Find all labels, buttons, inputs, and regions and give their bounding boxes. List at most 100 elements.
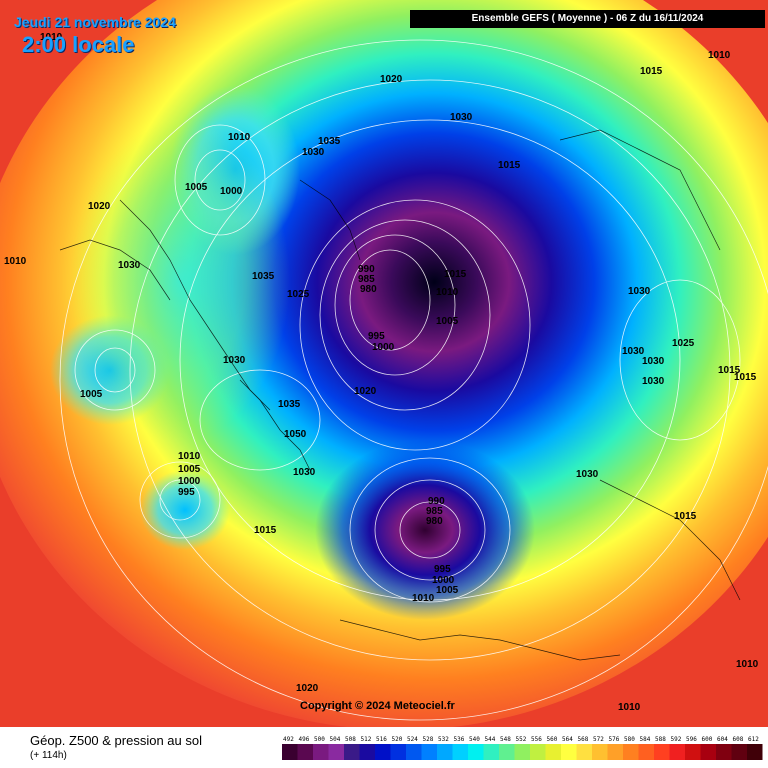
svg-text:1050: 1050 bbox=[284, 429, 307, 440]
legend-tick-560: 560 bbox=[547, 736, 558, 743]
legend-swatch-576 bbox=[607, 744, 623, 760]
svg-text:1010: 1010 bbox=[228, 132, 251, 143]
svg-text:1035: 1035 bbox=[318, 136, 341, 147]
legend-swatch-548 bbox=[499, 744, 515, 760]
svg-text:1035: 1035 bbox=[278, 399, 301, 410]
legend-swatch-592 bbox=[669, 744, 685, 760]
svg-text:1015: 1015 bbox=[640, 66, 663, 77]
svg-text:1015: 1015 bbox=[254, 525, 277, 536]
svg-text:1020: 1020 bbox=[88, 201, 111, 212]
svg-text:1015: 1015 bbox=[718, 365, 741, 376]
svg-text:1010: 1010 bbox=[708, 50, 731, 61]
legend-tick-504: 504 bbox=[330, 736, 341, 743]
svg-text:995: 995 bbox=[178, 487, 195, 498]
legend-swatch-564 bbox=[561, 744, 577, 760]
legend-tick-532: 532 bbox=[438, 736, 449, 743]
legend-swatch-524 bbox=[406, 744, 422, 760]
svg-text:1030: 1030 bbox=[293, 467, 316, 478]
svg-text:1015: 1015 bbox=[734, 372, 757, 383]
legend-swatch-500 bbox=[313, 744, 329, 760]
svg-text:1005: 1005 bbox=[185, 182, 208, 193]
legend-tick-536: 536 bbox=[454, 736, 465, 743]
legend-tick-524: 524 bbox=[407, 736, 418, 743]
isobars bbox=[59, 39, 768, 721]
svg-text:1015: 1015 bbox=[674, 511, 697, 522]
model-run-header: Ensemble GEFS ( Moyenne ) - 06 Z du 16/1… bbox=[410, 10, 765, 28]
legend-tick-612: 612 bbox=[748, 736, 759, 743]
svg-text:995: 995 bbox=[368, 331, 385, 342]
svg-text:1030: 1030 bbox=[450, 112, 473, 123]
svg-text:980: 980 bbox=[360, 284, 377, 295]
legend-tick-492: 492 bbox=[283, 736, 294, 743]
legend-tick-580: 580 bbox=[624, 736, 635, 743]
svg-text:1030: 1030 bbox=[622, 346, 645, 357]
svg-text:1030: 1030 bbox=[223, 355, 246, 366]
legend-tick-500: 500 bbox=[314, 736, 325, 743]
forecast-hour: (+ 114h) bbox=[30, 750, 67, 761]
valid-time: 2:00 locale bbox=[22, 32, 135, 57]
legend-swatch-596 bbox=[685, 744, 701, 760]
svg-text:1030: 1030 bbox=[642, 356, 665, 367]
legend-swatch-520 bbox=[390, 744, 406, 760]
legend-tick-588: 588 bbox=[655, 736, 666, 743]
svg-text:1010: 1010 bbox=[412, 593, 435, 604]
legend-tick-584: 584 bbox=[640, 736, 651, 743]
legend-swatch-532 bbox=[437, 744, 453, 760]
legend-swatch-528 bbox=[421, 744, 437, 760]
legend-swatch-536 bbox=[452, 744, 468, 760]
legend-swatch-540 bbox=[468, 744, 484, 760]
svg-text:1025: 1025 bbox=[672, 338, 695, 349]
svg-text:985: 985 bbox=[358, 274, 375, 285]
svg-text:1010: 1010 bbox=[178, 451, 201, 462]
legend-tick-552: 552 bbox=[516, 736, 527, 743]
legend-tick-496: 496 bbox=[299, 736, 310, 743]
legend-swatch-560 bbox=[545, 744, 561, 760]
legend-swatch-604 bbox=[716, 744, 732, 760]
legend-swatch-556 bbox=[530, 744, 546, 760]
legend-tick-604: 604 bbox=[717, 736, 728, 743]
legend-swatch-508 bbox=[344, 744, 360, 760]
svg-text:1015: 1015 bbox=[444, 269, 467, 280]
svg-text:1010: 1010 bbox=[618, 702, 641, 713]
legend-swatch-600 bbox=[700, 744, 716, 760]
legend-tick-528: 528 bbox=[423, 736, 434, 743]
legend-tick-608: 608 bbox=[733, 736, 744, 743]
legend-tick-564: 564 bbox=[562, 736, 573, 743]
svg-text:1010: 1010 bbox=[40, 32, 63, 43]
valid-date: Jeudi 21 novembre 2024 bbox=[14, 14, 176, 30]
svg-text:995: 995 bbox=[434, 564, 451, 575]
legend-swatch-544 bbox=[483, 744, 499, 760]
pressure-labels: 1010 1020 1015 1010 1030 1010 1035 1030 … bbox=[4, 32, 759, 713]
legend-tick-520: 520 bbox=[392, 736, 403, 743]
svg-text:1035: 1035 bbox=[252, 271, 275, 282]
legend-swatch-496 bbox=[297, 744, 313, 760]
legend-tick-556: 556 bbox=[531, 736, 542, 743]
legend-tick-512: 512 bbox=[361, 736, 372, 743]
legend-swatch-608 bbox=[731, 744, 747, 760]
svg-text:990: 990 bbox=[358, 264, 375, 275]
legend-swatch-612 bbox=[747, 744, 763, 760]
legend-swatch-504 bbox=[328, 744, 344, 760]
legend-swatch-516 bbox=[375, 744, 391, 760]
footer-bar: Géop. Z500 & pression au sol (+ 114h) 49… bbox=[0, 727, 768, 768]
svg-text:1000: 1000 bbox=[178, 476, 201, 487]
svg-text:1030: 1030 bbox=[302, 147, 325, 158]
legend-swatch-512 bbox=[359, 744, 375, 760]
legend-swatch-552 bbox=[514, 744, 530, 760]
svg-text:1020: 1020 bbox=[296, 683, 319, 694]
legend-tick-600: 600 bbox=[702, 736, 713, 743]
svg-text:985: 985 bbox=[426, 506, 443, 517]
legend-tick-568: 568 bbox=[578, 736, 589, 743]
svg-text:1000: 1000 bbox=[372, 342, 395, 353]
legend-tick-592: 592 bbox=[671, 736, 682, 743]
legend-tick-576: 576 bbox=[609, 736, 620, 743]
svg-text:990: 990 bbox=[428, 496, 445, 507]
svg-text:1030: 1030 bbox=[628, 286, 651, 297]
svg-text:1020: 1020 bbox=[380, 74, 403, 85]
legend-swatch-584 bbox=[638, 744, 654, 760]
svg-text:1010: 1010 bbox=[4, 256, 27, 267]
copyright-text: Copyright © 2024 Meteociel.fr bbox=[300, 700, 455, 712]
svg-text:1000: 1000 bbox=[220, 186, 243, 197]
svg-text:1025: 1025 bbox=[287, 289, 310, 300]
svg-text:1020: 1020 bbox=[354, 386, 377, 397]
